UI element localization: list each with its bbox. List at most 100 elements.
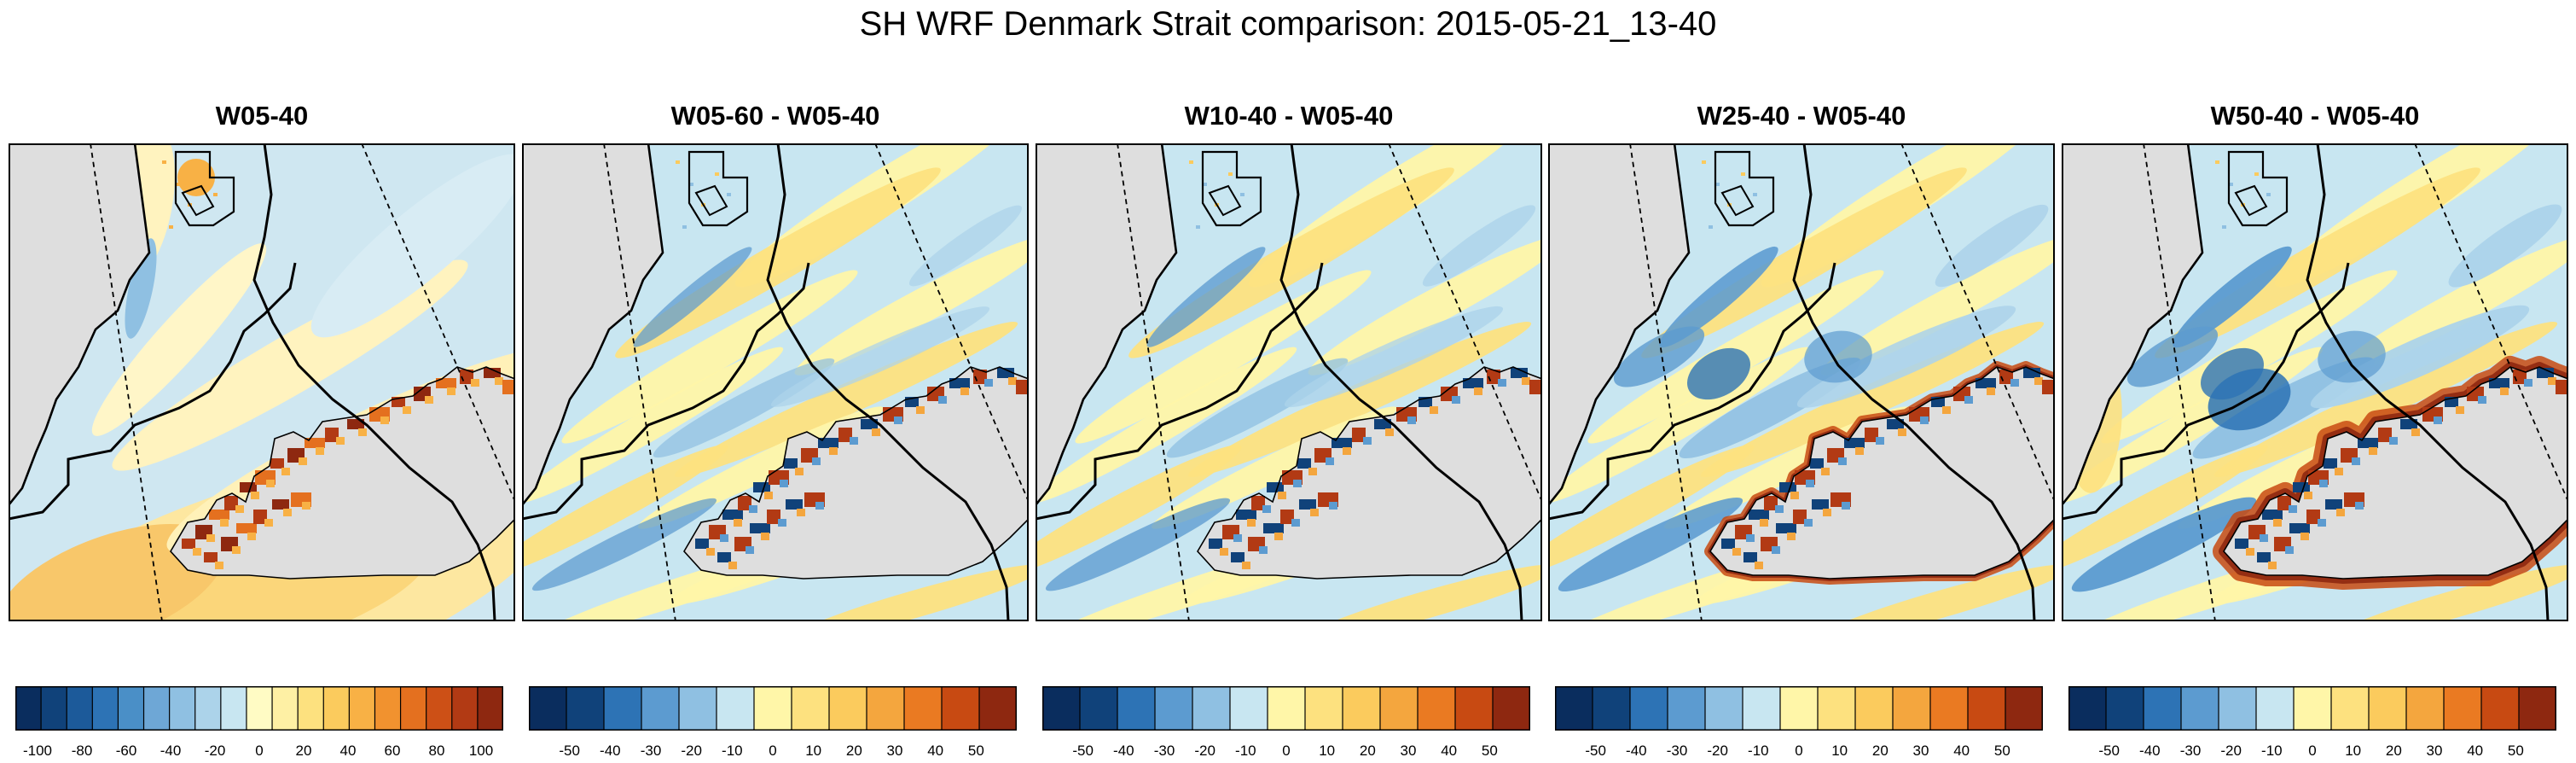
land-pixel-block: [784, 458, 798, 469]
colorbar-swatch: [118, 686, 145, 731]
land-pixel-block: [1743, 552, 1757, 562]
land-pixel-block: [1297, 458, 1311, 469]
greenland-coast: [9, 143, 151, 506]
land-pixel-block: [1821, 468, 1830, 475]
land-pixel-block: [1008, 377, 1017, 385]
land-pixel-block: [795, 468, 804, 475]
colorbar-swatch: [829, 686, 867, 731]
colorbar-swatch: [904, 686, 943, 731]
land-pixel-block: [209, 510, 229, 520]
land-pixel-block: [193, 548, 201, 556]
colorbar-tick-label: 0: [1795, 743, 1802, 759]
field-layer: [2062, 143, 2568, 621]
colorbar-tick-label: 40: [340, 743, 357, 759]
land-pixel-block: [2010, 379, 2019, 387]
field-blob: [1308, 236, 1542, 376]
colorbar-tick-label: -10: [1748, 743, 1769, 759]
colorbar-frame: [1555, 686, 2043, 731]
field-blob: [783, 564, 1029, 621]
land-pixel-block: [1220, 548, 1228, 556]
land-pixel-block: [997, 368, 1014, 378]
land-pixel-block: [1920, 416, 1929, 424]
land-pixel-block: [1308, 468, 1317, 475]
colorbar-tick-label: -30: [641, 743, 662, 759]
field-blob: [1796, 306, 2016, 408]
land-pixel-block: [1529, 380, 1542, 394]
field-blob: [2126, 326, 2219, 387]
greenland-coast: [522, 143, 664, 506]
land-pixel-block: [2378, 428, 2392, 442]
map: [2062, 143, 2568, 621]
fjord-outline-inner: [694, 184, 728, 217]
land-pixel-block: [224, 496, 238, 510]
field-layer: [1036, 143, 1542, 621]
field-blob: [1045, 498, 1231, 591]
land-pixel-block: [220, 519, 229, 527]
land-pixel-block: [2556, 380, 2568, 394]
colorbar-swatch: [1780, 686, 1819, 731]
colorbar-swatch: [1155, 686, 1193, 731]
land-pixel-block: [1267, 482, 1284, 492]
land-pixel-block: [1721, 539, 1735, 549]
field-blob: [1659, 246, 1778, 348]
land-pixel-block: [1749, 510, 1769, 520]
field-blob: [1297, 564, 1542, 621]
land-pixel-block: [1779, 482, 1796, 492]
land-pixel-block: [786, 499, 803, 510]
land-pixel-block: [266, 480, 275, 487]
land-pixel-block: [1236, 510, 1256, 520]
colorbar-swatch: [1080, 686, 1118, 731]
land-pixel-block: [984, 379, 993, 387]
colorbar-tick-label: 50: [2508, 743, 2524, 759]
colorbar-swatch: [2219, 686, 2257, 731]
land-pixel-block: [2289, 523, 2310, 533]
colorbar-tick-label: 50: [1994, 743, 2010, 759]
land-pixel-block: [1474, 387, 1482, 395]
land-pixel-block: [1329, 502, 1337, 510]
domain-boundary: [766, 143, 1010, 621]
field-blob: [908, 205, 1023, 287]
colorbar-tick-label: 60: [385, 743, 401, 759]
fjord-outline: [174, 150, 235, 227]
colorbar-swatch: [2369, 686, 2407, 731]
colorbar-tick-label: -20: [205, 743, 226, 759]
colorbar-tick-label: 0: [1282, 743, 1290, 759]
land-pixel-block: [447, 387, 455, 395]
field-blob: [2323, 564, 2568, 621]
field-blob: [770, 306, 990, 407]
land-pixel-block: [305, 438, 325, 448]
colorbar-tick-label: -40: [1626, 743, 1647, 759]
iceland-coast: [170, 366, 515, 580]
fjord-speckle: [162, 160, 166, 164]
colorbar-tick-label: -50: [2098, 743, 2120, 759]
land-pixel-block: [251, 492, 259, 499]
fjord-speckle: [1196, 225, 1200, 229]
colorbar-swatch: [792, 686, 830, 731]
land-pixel-block: [838, 428, 852, 442]
colorbar-swatch: [1493, 686, 1530, 731]
land-pixel-block: [283, 509, 292, 516]
colorbar-swatch: [2144, 686, 2182, 731]
land-pixel-block: [1887, 419, 1904, 429]
land-pixel-block: [1787, 533, 1796, 540]
domain-boundary: [1279, 143, 1523, 621]
field-blob: [1809, 564, 2055, 621]
greenland-land: [522, 143, 663, 505]
colorbar-swatch: [1668, 686, 1706, 731]
colorbar-tick-label: 20: [2386, 743, 2402, 759]
map-frame: [9, 143, 515, 621]
colorbar-swatch: [2519, 686, 2556, 731]
land-pixel-block: [2358, 438, 2378, 448]
field-blob: [2062, 445, 2268, 576]
land-pixel-block: [264, 519, 273, 527]
colorbar-swatch: [143, 686, 171, 731]
colorbar-w10-40-diff: -50 -40 -30 -20 -10 0 10 20 30 40 50: [1042, 686, 1530, 763]
land-pixel-block: [916, 406, 925, 414]
colorbar-swatch: [272, 686, 299, 731]
colorbar-swatch: [2331, 686, 2370, 731]
land-pixel-block: [2325, 499, 2342, 510]
field-blob: [633, 247, 752, 347]
land-pixel-block: [2411, 428, 2420, 436]
colorbar-swatch: [2406, 686, 2445, 731]
land-pixel-block: [182, 539, 195, 549]
